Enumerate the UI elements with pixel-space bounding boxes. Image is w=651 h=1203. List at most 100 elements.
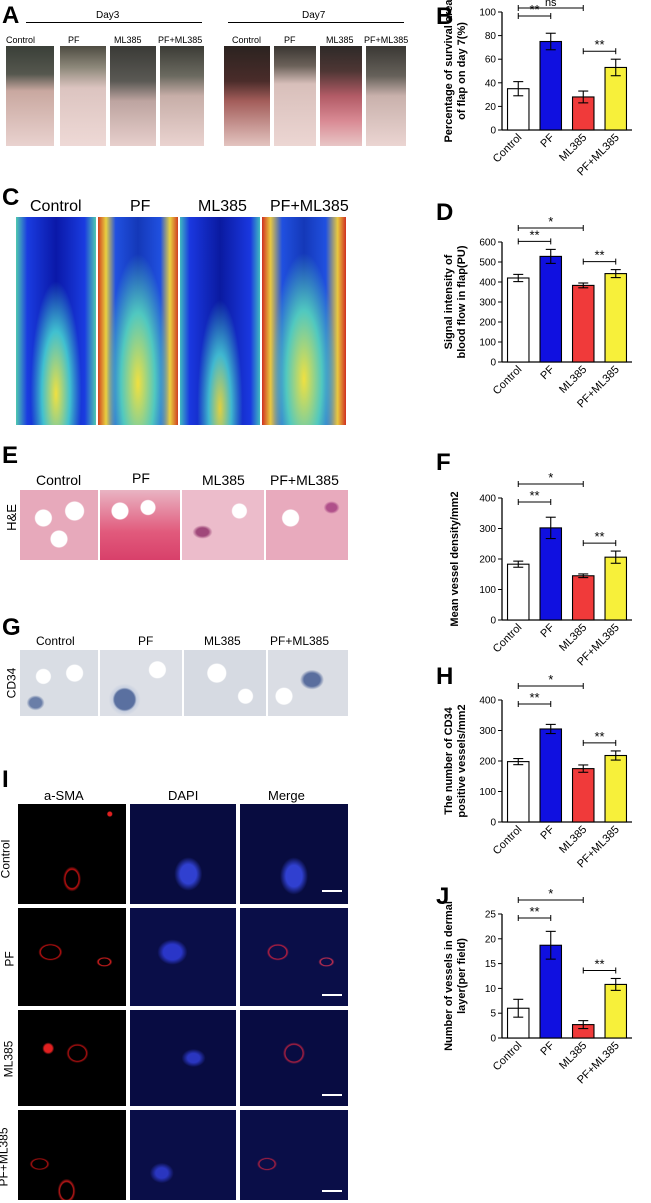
bar-B-3 [604,66,628,131]
x-tick-label-B-2: ML385 [557,132,589,164]
scale-bar-ml385 [322,1094,342,1096]
e-label-ml385: ML385 [202,472,245,488]
asma-image-pfml [18,1110,126,1200]
y-tick-label-B-5: 100 [479,8,496,19]
y-axis-title-H-0: The number of CD34 [443,706,455,814]
perfusion-image-control [16,217,96,425]
scale-bar-control [322,890,342,892]
y-tick-label-J-1: 5 [490,1009,496,1020]
y-tick-label-B-3: 60 [485,55,497,66]
panel-label-D: D [436,199,453,226]
sig-label-F-2: ** [594,529,604,544]
g-label-pf: PF [138,634,154,648]
sig-label-B-2: ** [594,37,604,52]
y-tick-label-H-4: 400 [479,696,496,707]
y-tick-label-H-0: 0 [490,818,496,829]
y-axis-title-B-0: Percentage of survival area [443,0,455,143]
x-tick-label-D-0: Control [491,364,525,398]
y-tick-label-B-4: 80 [485,31,497,42]
x-tick-label-H-0: Control [491,824,525,858]
a-label-pfml-d7: PF+ML385 [364,35,409,45]
a-label-ml385-d7: ML385 [326,35,354,45]
c-label-ml385: ML385 [198,198,247,215]
i-col-merge: Merge [268,788,305,803]
chart-J: J 0 5 10 15 20 25 Number of vessels in dermal la… [436,883,632,1086]
he-image-pf [100,490,180,560]
y-tick-label-F-4: 400 [479,494,496,505]
sig-label-H-2: ** [594,729,604,744]
y-tick-label-J-3: 15 [485,959,497,970]
y-tick-label-D-3: 300 [479,298,496,309]
sig-label-F-0: ** [529,488,539,503]
sig-label-J-0: ** [529,904,539,919]
x-tick-label-F-2: ML385 [557,622,589,654]
i-row-ml385: ML385 [1,1040,16,1078]
asma-image-pf [18,908,126,1006]
y-axis-title-H-1: positive vessels/mm2 [456,704,468,817]
he-row-label: H&E [3,504,19,531]
flap-photo-pfml-day3 [160,46,204,146]
y-tick-label-H-3: 300 [479,726,496,737]
bar-F-1 [539,527,563,621]
bar-H-3 [604,754,628,823]
y-axis-title-D-1: blood flow in flap(PU) [456,245,468,358]
he-image-ml385 [182,490,264,560]
sig-label-H-0: ** [529,690,539,705]
y-tick-label-F-3: 300 [479,524,496,535]
y-axis-title-B-1: of flap on day 7(%) [456,22,468,120]
c-label-pf: PF [130,198,151,215]
flap-photo-control-day3 [6,46,54,146]
flap-photo-ml385-day7 [320,46,362,146]
day7-label: Day7 [302,10,326,21]
panel-label-J: J [436,883,449,910]
merge-image-pfml [240,1110,348,1200]
y-tick-label-J-2: 10 [485,984,497,995]
merge-image-ml385 [240,1010,348,1106]
perfusion-image-pfml [262,217,346,425]
i-row-pfml: PF+ML385 [0,1127,11,1187]
sig-label-D-1: * [548,214,553,229]
a-label-pf-d7: PF [284,35,296,45]
i-row-control: Control [0,839,13,879]
bar-F-2 [571,575,595,621]
cd34-image-ml385 [184,650,266,716]
day7-bracket [228,22,404,23]
chart-F: F 0 100 200 300 400 Mean vessel density/mm2 Con… [436,449,632,668]
day3-label: Day3 [96,10,120,21]
cd34-image-pf [100,650,182,716]
sig-label-B-0: ** [529,2,539,17]
x-tick-label-D-2: ML385 [557,364,589,396]
dapi-image-control [130,804,236,904]
panel-label-E: E [2,442,19,469]
i-col-dapi: DAPI [168,788,199,803]
merge-image-control [240,804,348,904]
x-tick-label-J-2: ML385 [557,1040,589,1072]
bar-D-0 [506,277,530,363]
panel-label-F: F [436,449,451,476]
y-tick-label-F-0: 0 [490,616,496,627]
bar-D-1 [539,255,563,363]
scale-bar-pfml [322,1190,342,1192]
x-tick-label-F-0: Control [491,622,525,656]
flap-photo-ml385-day3 [110,46,156,146]
chart-D: D 0 100 200 300 400 500 600 Signal intensity of b… [436,199,632,410]
sig-label-F-1: * [548,470,553,485]
y-tick-label-B-0: 0 [490,126,496,137]
perfusion-image-pf [98,217,178,425]
a-label-ml385-d3: ML385 [114,35,142,45]
panel-label-A: A [2,2,20,29]
bar-F-3 [604,556,628,621]
bar-D-3 [604,273,628,363]
y-axis-title-D-0: Signal intensity of [443,254,455,349]
bar-B-1 [539,40,563,131]
x-tick-label-B-0: Control [491,132,525,166]
y-tick-label-D-4: 400 [479,278,496,289]
i-row-pf: PF [2,951,17,967]
g-label-ml385: ML385 [204,634,241,648]
g-label-control: Control [36,634,75,648]
x-tick-label-B-1: PF [538,131,557,150]
dapi-image-pf [130,908,236,1006]
y-axis-title-J-1: layer(per field) [456,938,468,1014]
he-image-control [20,490,98,560]
day3-bracket [26,22,202,23]
